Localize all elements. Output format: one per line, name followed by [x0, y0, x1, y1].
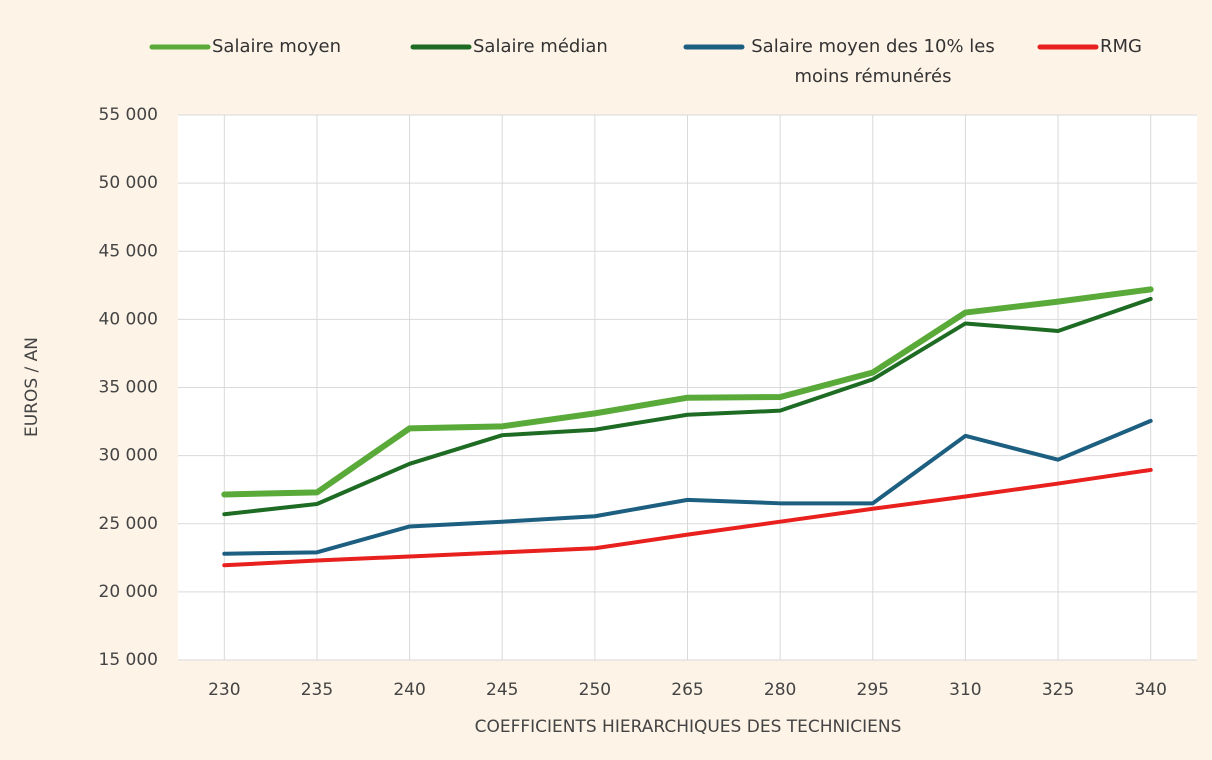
y-tick-label: 45 000	[99, 241, 158, 261]
y-tick-label: 25 000	[99, 514, 158, 534]
x-tick-label: 310	[949, 680, 981, 700]
x-tick-label: 250	[579, 680, 611, 700]
y-tick-label: 50 000	[99, 173, 158, 193]
x-tick-label: 295	[857, 680, 889, 700]
y-tick-label: 30 000	[99, 446, 158, 466]
series-line	[222, 418, 1153, 556]
legend-label: Salaire moyen des 10% les moins rémunéré…	[751, 36, 995, 87]
x-tick-label: 340	[1134, 680, 1166, 700]
y-tick-label: 20 000	[99, 582, 158, 602]
y-tick-label: 35 000	[99, 378, 158, 398]
legend-label: Salaire moyen	[212, 36, 341, 57]
series-line	[222, 296, 1153, 517]
legend-label: Salaire médian	[473, 36, 608, 57]
series-line	[221, 286, 1154, 498]
y-tick-label: 40 000	[99, 309, 158, 329]
x-tick-label: 230	[208, 680, 240, 700]
x-tick-label: 245	[486, 680, 518, 700]
x-tick-label: 280	[764, 680, 796, 700]
y-axis-title: EUROS / AN	[22, 337, 42, 437]
x-axis-title: COEFFICIENTS HIERARCHIQUES DES TECHNICIE…	[475, 717, 902, 737]
y-tick-label: 55 000	[99, 105, 158, 125]
x-tick-label: 235	[301, 680, 333, 700]
x-tick-label: 265	[671, 680, 703, 700]
x-tick-label: 325	[1042, 680, 1074, 700]
x-tick-label: 240	[393, 680, 425, 700]
y-tick-label: 15 000	[99, 650, 158, 670]
series-line	[222, 467, 1153, 568]
legend-label: RMG	[1100, 36, 1142, 57]
